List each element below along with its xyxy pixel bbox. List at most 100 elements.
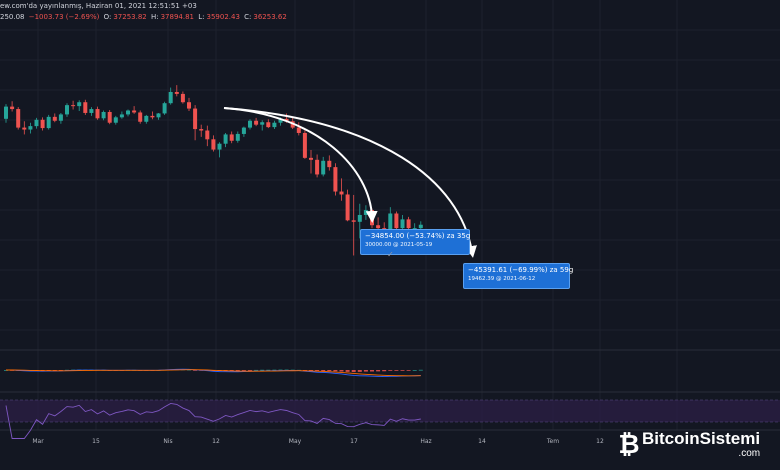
rsi-indicator-pane — [0, 399, 780, 439]
low-value: 35902.43 — [206, 13, 240, 21]
candle-body — [174, 91, 179, 94]
logo-name: BitcoinSistemi — [642, 428, 761, 448]
macd-histogram-bar — [327, 370, 332, 372]
macd-histogram-bar — [388, 370, 393, 371]
candle-body — [376, 225, 381, 229]
candle-body — [156, 113, 161, 118]
candle-body — [278, 118, 283, 123]
logo-domain: .com — [738, 447, 761, 459]
candle-body — [71, 105, 76, 107]
macd-histogram-bar — [229, 370, 234, 371]
candle-body — [162, 103, 167, 114]
candlestick-series — [4, 85, 423, 256]
candle-body — [345, 194, 350, 221]
x-tick-label: 17 — [350, 438, 358, 445]
candle-body — [254, 120, 259, 125]
macd-histogram-bar — [351, 370, 356, 373]
macd-histogram-bar — [260, 369, 265, 371]
candle-body — [95, 109, 100, 119]
candle-body — [394, 213, 399, 229]
macd-indicator-pane — [4, 368, 423, 378]
candle-body — [16, 109, 21, 128]
candle-body — [77, 102, 82, 107]
callout-2-main: −45391.61 (−69.99%) za 59g — [468, 266, 574, 274]
callout-1-main: −34854.00 (−53.74%) za 35g — [365, 232, 471, 240]
last-price: 250.08 — [0, 13, 25, 21]
x-tick-label: Nis — [163, 438, 173, 445]
high-value: 37894.81 — [160, 13, 194, 21]
macd-histogram-bar — [406, 370, 411, 371]
candle-body — [113, 117, 118, 123]
macd-histogram-bar — [394, 370, 399, 371]
macd-histogram-bar — [412, 369, 417, 371]
x-tick-label: Tem — [546, 438, 560, 445]
macd-histogram-bar — [357, 370, 362, 372]
candle-body — [180, 93, 185, 103]
macd-histogram-bar — [266, 369, 271, 371]
candle-body — [132, 110, 137, 113]
macd-histogram-bar — [254, 369, 259, 371]
candle-body — [138, 112, 143, 122]
site-logo: ₿ BitcoinSistemi .com — [618, 426, 760, 462]
measure-callout-1[interactable]: −34854.00 (−53.74%) za 35g 30000.00 @ 20… — [360, 229, 470, 255]
candle-body — [351, 220, 356, 222]
candle-body — [363, 210, 368, 215]
candle-body — [34, 119, 39, 127]
candle-body — [418, 224, 423, 229]
candle-body — [315, 159, 320, 175]
candle-body — [302, 132, 307, 158]
candle-body — [248, 120, 252, 128]
check-icon: ✓ — [387, 250, 394, 259]
macd-histogram-bar — [241, 370, 246, 371]
open-label: O: — [103, 13, 112, 21]
macd-histogram-bar — [315, 370, 320, 372]
candle-body — [126, 110, 130, 115]
candle-body — [22, 127, 27, 130]
candle-body — [199, 129, 204, 131]
candle-body — [333, 167, 338, 192]
signal-line — [5, 369, 421, 377]
macd-histogram-bar — [376, 370, 381, 372]
macd-histogram-bar — [345, 370, 350, 372]
callout-1-sub: 30000.00 @ 2021-05-19 — [365, 242, 433, 248]
x-tick-label: 15 — [92, 438, 100, 445]
close-label: C: — [244, 13, 252, 21]
candle-body — [168, 91, 173, 104]
candle-body — [357, 214, 362, 222]
measure-arrow-2 — [223, 107, 477, 258]
candle-body — [107, 111, 112, 123]
macd-histogram-bar — [418, 369, 423, 371]
measurement-arrows — [223, 107, 477, 258]
candle-body — [52, 116, 57, 121]
macd-histogram-bar — [333, 370, 338, 372]
candle-body — [309, 157, 313, 160]
candle-body — [412, 228, 417, 230]
candle-body — [187, 102, 191, 109]
candle-body — [10, 106, 15, 110]
candle-body — [272, 122, 277, 128]
candle-body — [28, 126, 33, 130]
publish-line: ew.com'da yayınlanmış, Haziran 01, 2021 … — [0, 2, 197, 10]
macd-histogram-bar — [309, 370, 313, 371]
macd-histogram-bar — [278, 369, 283, 371]
x-tick-label: May — [288, 438, 302, 445]
candle-body — [260, 122, 265, 125]
candle-body — [241, 127, 246, 134]
publish-info: ew.com'da yayınlanmış, Haziran 01, 2021 … — [0, 2, 197, 11]
candle-body — [290, 121, 295, 128]
macd-histogram-bar — [400, 370, 405, 371]
macd-histogram-bar — [248, 370, 252, 371]
candle-body — [58, 114, 63, 121]
candle-body — [327, 160, 332, 168]
rsi-band — [0, 400, 780, 422]
candle-body — [144, 115, 149, 122]
candle-body — [296, 127, 301, 133]
macd-histogram-bar — [235, 370, 240, 371]
ohlc-legend: 250.08 −1003.73 (−2.69%) O: 37253.82 H: 37… — [0, 13, 289, 22]
measure-callout-2[interactable]: −45391.61 (−69.99%) za 59g 19462.39 @ 20… — [463, 263, 574, 289]
open-value: 37253.82 — [113, 13, 147, 21]
x-tick-label: Mar — [32, 438, 44, 445]
macd-histogram-bar — [339, 370, 344, 372]
